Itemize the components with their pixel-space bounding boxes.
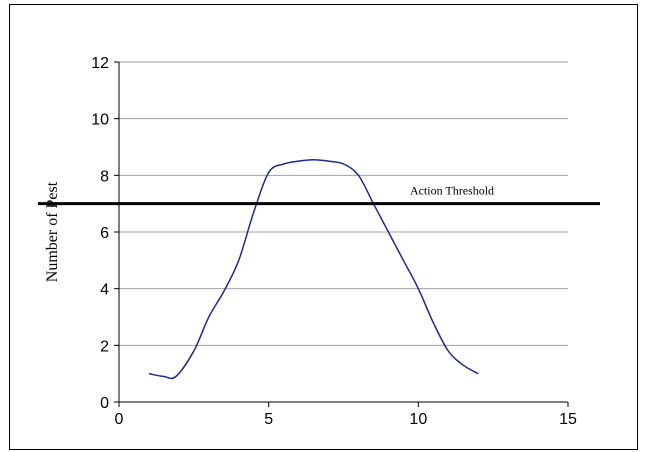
x-tick-label-15: 15 [559,411,577,428]
y-tick-label-2: 2 [100,338,109,355]
y-tick-label-10: 10 [91,112,109,129]
threshold-layer: Action Threshold [38,184,600,206]
action-threshold-label: Action Threshold [410,184,494,198]
y-tick-label-6: 6 [100,225,109,242]
y-axis-title: Number of Pest [44,181,61,282]
y-tick-label-0: 0 [100,395,109,412]
tick-labels: 0 2 4 6 8 10 12 0 5 10 15 [91,55,577,428]
series-layer [148,158,479,380]
x-tick-label-10: 10 [409,411,427,428]
grid-lines [119,61,568,346]
y-tick-label-12: 12 [91,55,109,72]
chart-frame [9,4,638,450]
x-tick-label-5: 5 [264,411,273,428]
x-tick-label-0: 0 [115,411,124,428]
y-tick-label-4: 4 [100,282,109,299]
series-line-0 [148,158,479,380]
axes [114,61,569,407]
y-tick-label-8: 8 [100,168,109,185]
